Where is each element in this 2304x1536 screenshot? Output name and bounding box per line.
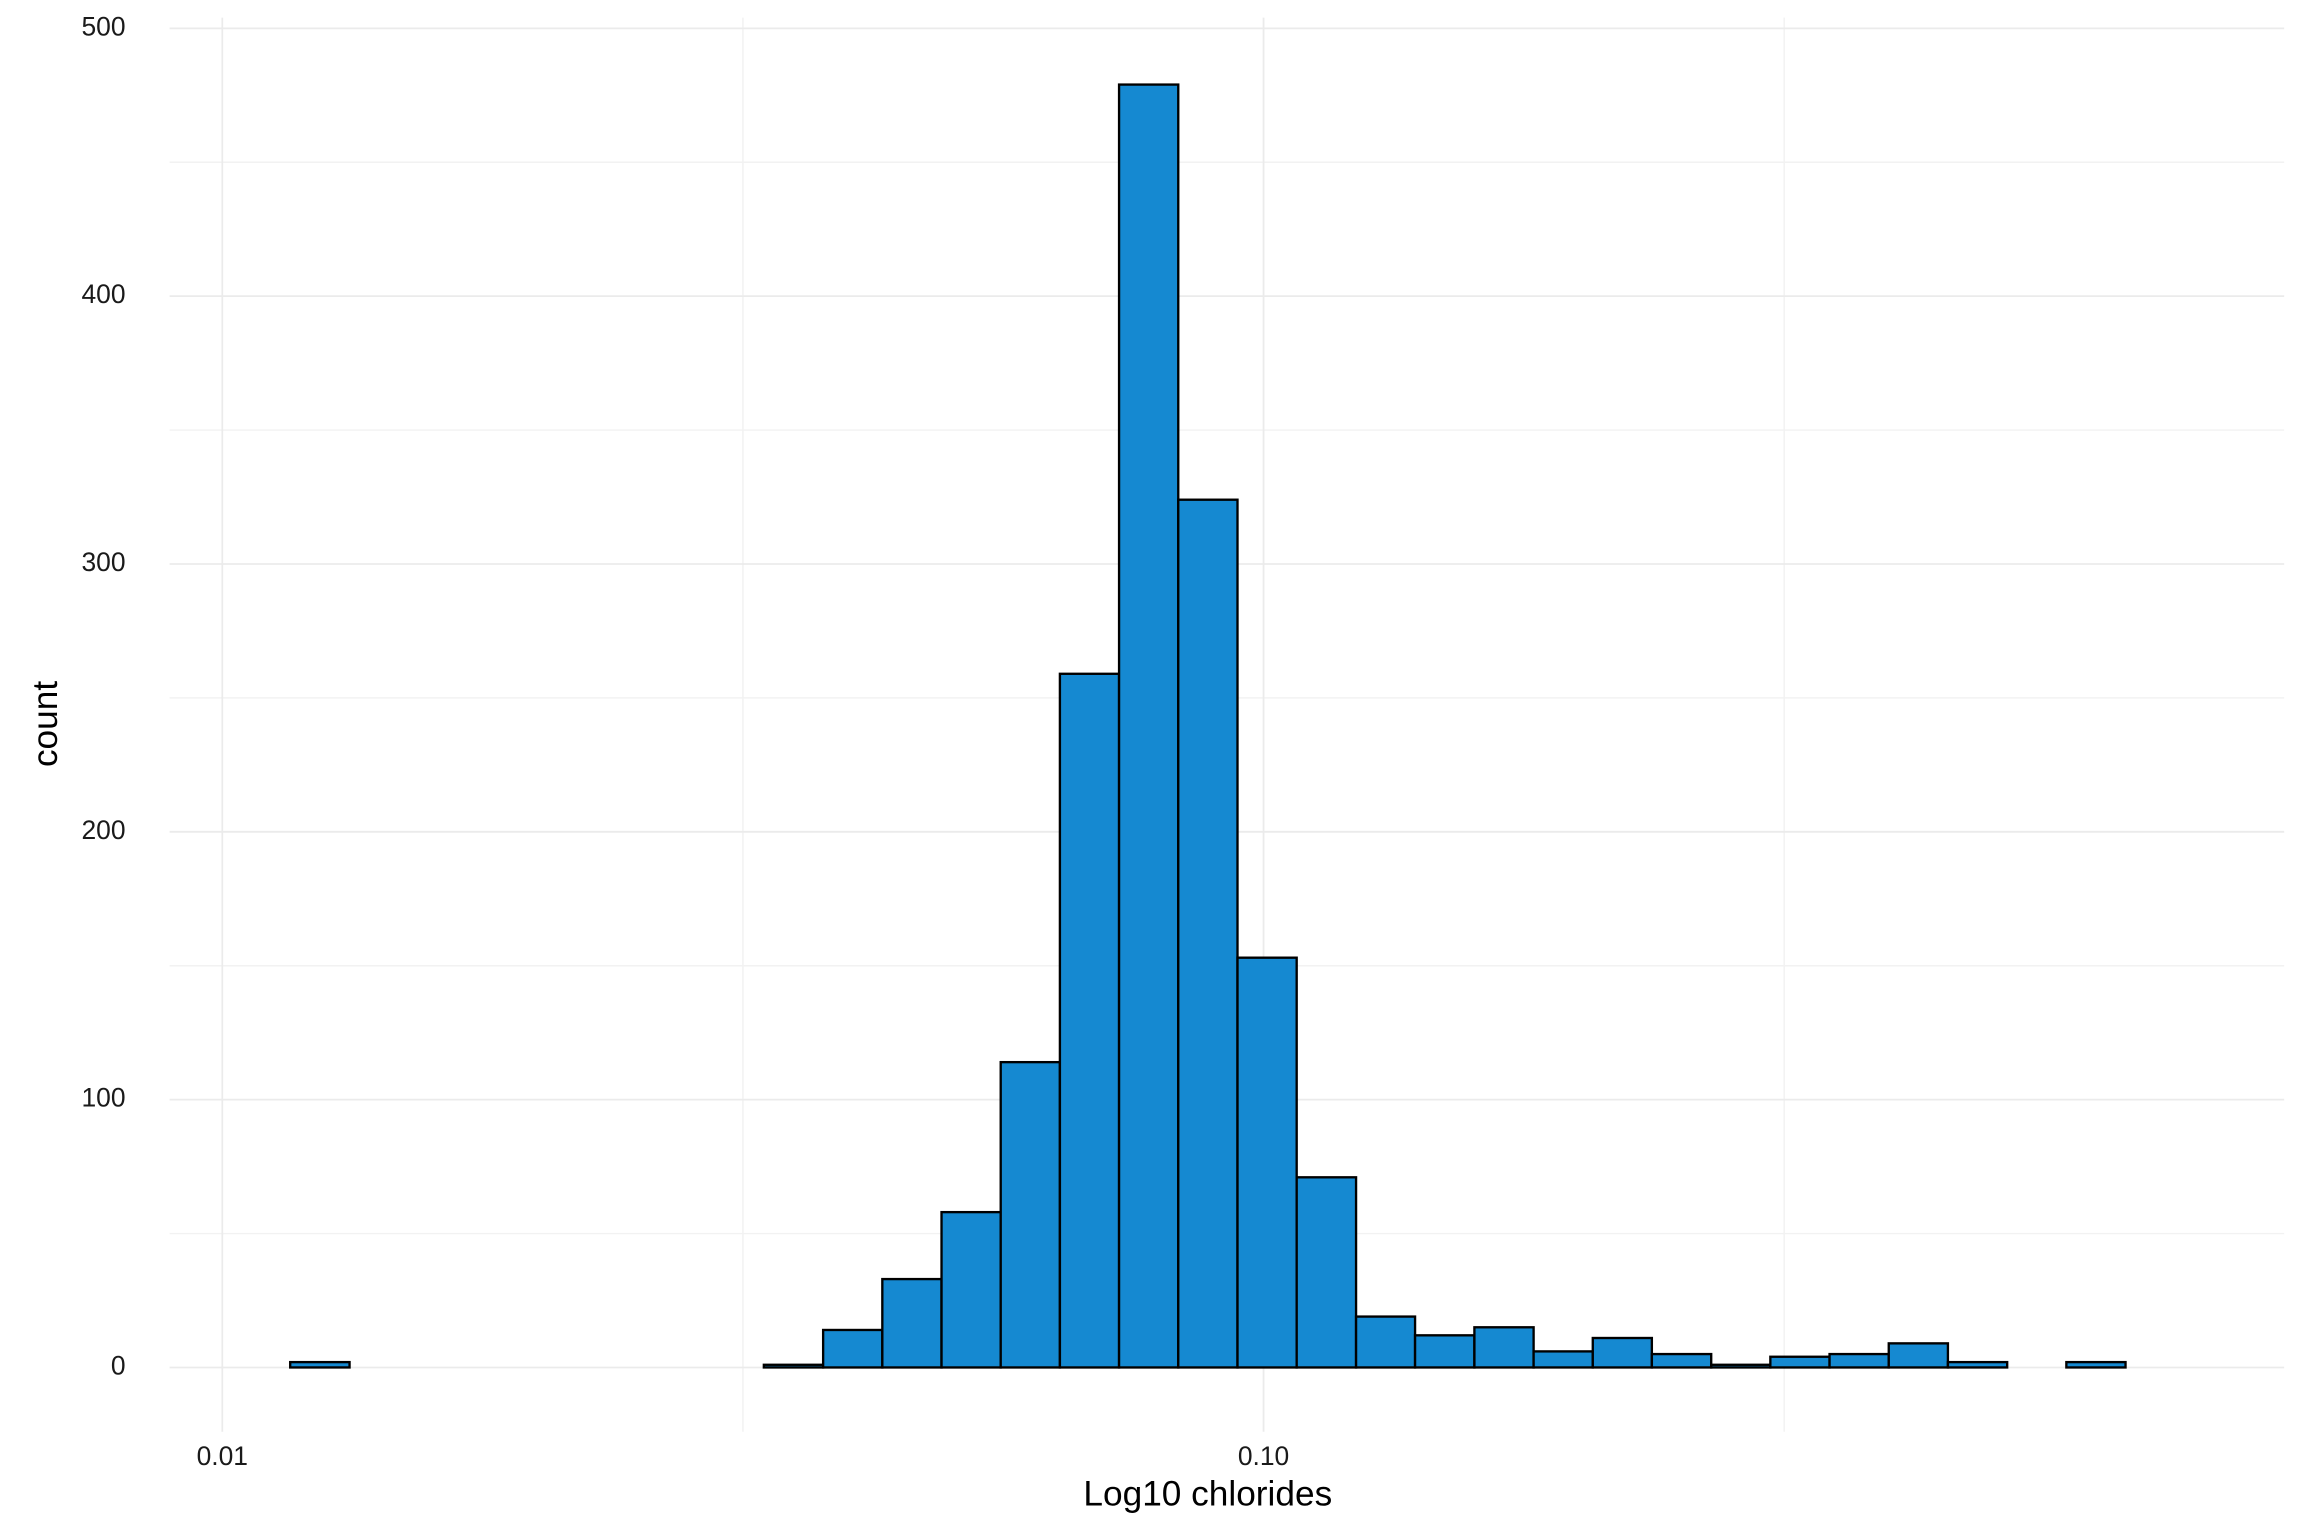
bar (1710, 1363, 1772, 1369)
bar (1354, 1315, 1417, 1369)
bar (1532, 1350, 1594, 1369)
bar (2065, 1360, 2127, 1369)
bar (1591, 1336, 1654, 1369)
bar (1058, 672, 1121, 1369)
bar (940, 1210, 1002, 1369)
y-tick-label: 100 (81, 1083, 125, 1113)
bar (1769, 1355, 1831, 1369)
y-tick-label: 300 (81, 547, 125, 577)
bars (289, 83, 2127, 1369)
bar (762, 1363, 825, 1369)
bar (1828, 1352, 1890, 1369)
y-tick-label: 200 (81, 815, 125, 845)
y-tick-label: 500 (81, 11, 125, 41)
tick-labels: 0 100 200 300 400 500 0.01 0.10 (81, 11, 1289, 1471)
y-axis-title: count (26, 681, 65, 767)
bar (1295, 1176, 1358, 1369)
bar (1413, 1334, 1476, 1369)
bar (1887, 1342, 1950, 1369)
bar (1117, 83, 1180, 1369)
x-axis-title: Log10 chlorides (1083, 1475, 1332, 1514)
bar (1473, 1326, 1535, 1369)
bar (999, 1060, 1062, 1369)
x-tick-label: 0.01 (197, 1441, 248, 1471)
bar (289, 1360, 351, 1369)
bar (881, 1277, 943, 1369)
y-tick-label: 400 (81, 279, 125, 309)
y-tick-label: 0 (111, 1350, 126, 1380)
bar (1236, 956, 1298, 1369)
x-tick-label: 0.10 (1238, 1441, 1289, 1471)
bar (821, 1328, 884, 1369)
bar (1650, 1352, 1713, 1369)
bar (1946, 1360, 2009, 1369)
bar (1177, 498, 1239, 1369)
